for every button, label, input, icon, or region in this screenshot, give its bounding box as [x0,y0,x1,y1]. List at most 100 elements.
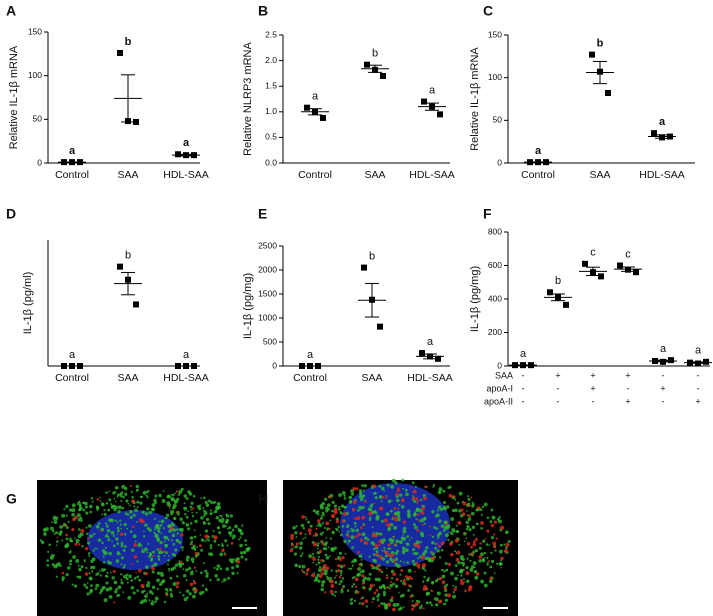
speckle [437,544,441,548]
speckle [457,574,459,577]
speckle [91,565,96,570]
speckle [422,588,426,591]
speckle [191,560,195,564]
speckle [319,503,324,508]
speckle [71,583,74,586]
speckle [431,535,435,539]
speckle [65,514,68,517]
y-axis-label: IL-1β (pg/mg) [242,273,254,339]
speckle [110,530,115,535]
speckle [504,549,508,553]
speckle [219,567,223,570]
condition-sign: - [697,370,700,380]
speckle [408,539,411,541]
speckle [343,494,346,497]
speckle [203,511,208,516]
speckle [126,527,129,530]
speckle [402,529,407,534]
speckle [175,585,179,589]
y-tick-label: 150 [28,26,42,36]
speckle [51,521,53,524]
data-point [304,104,310,111]
speckle [107,528,111,532]
speckle [323,514,325,517]
speckle [68,508,73,512]
speckle [143,530,145,533]
speckle [331,514,334,517]
speckle [380,519,384,523]
speckle [167,538,170,541]
speckle [201,584,205,587]
speckle [135,484,140,489]
speckle [157,527,159,529]
speckle [183,507,186,510]
speckle [412,489,417,494]
speckle [204,529,209,533]
speckle [77,534,82,539]
speckle [327,546,330,549]
speckle [420,555,425,560]
speckle [205,572,209,575]
panel-letter: F [483,206,492,222]
speckle [135,571,137,574]
speckle [321,523,324,525]
speckle [209,578,212,582]
speckle [360,558,363,561]
speckle [479,542,482,545]
speckle [99,529,102,532]
speckle [125,577,129,581]
speckle [207,499,211,503]
speckle [431,551,433,554]
speckle [422,563,426,568]
speckle [122,565,126,569]
speckle [460,574,463,577]
panel-letter: H [258,491,268,507]
speckle [89,588,94,593]
condition-sign: - [697,383,700,393]
speckle [82,508,86,512]
speckle [116,526,120,530]
speckle [340,588,344,591]
speckle [191,511,194,514]
speckle [363,500,367,503]
speckle [322,512,325,516]
speckle [224,539,228,543]
speckle [239,551,244,555]
speckle [191,514,195,518]
speckle [99,592,102,595]
speckle [466,514,469,517]
speckle [436,542,438,545]
data-point [361,264,367,271]
speckle [373,584,376,586]
speckle [241,523,243,526]
speckle [312,509,316,513]
speckle [455,524,458,527]
speckle [204,534,209,539]
speckle [63,508,66,511]
speckle [375,589,379,592]
speckle [185,558,189,562]
speckle [191,543,194,546]
speckle [351,597,354,600]
speckle [103,508,106,512]
speckle [385,560,390,564]
speckle [95,573,98,576]
speckle [324,497,328,501]
significance-letter: a [520,348,527,360]
speckle [454,564,458,568]
speckle [134,508,138,513]
speckle [103,568,107,571]
speckle [447,538,450,542]
speckle [116,594,119,598]
speckle [392,607,396,612]
speckle [489,565,493,569]
speckle [421,524,424,526]
speckle [444,562,448,566]
speckle [368,555,371,558]
speckle [373,559,377,563]
speckle [167,559,170,562]
speckle [59,525,63,529]
speckle [129,504,132,507]
speckle [378,484,382,488]
speckle [240,531,244,536]
